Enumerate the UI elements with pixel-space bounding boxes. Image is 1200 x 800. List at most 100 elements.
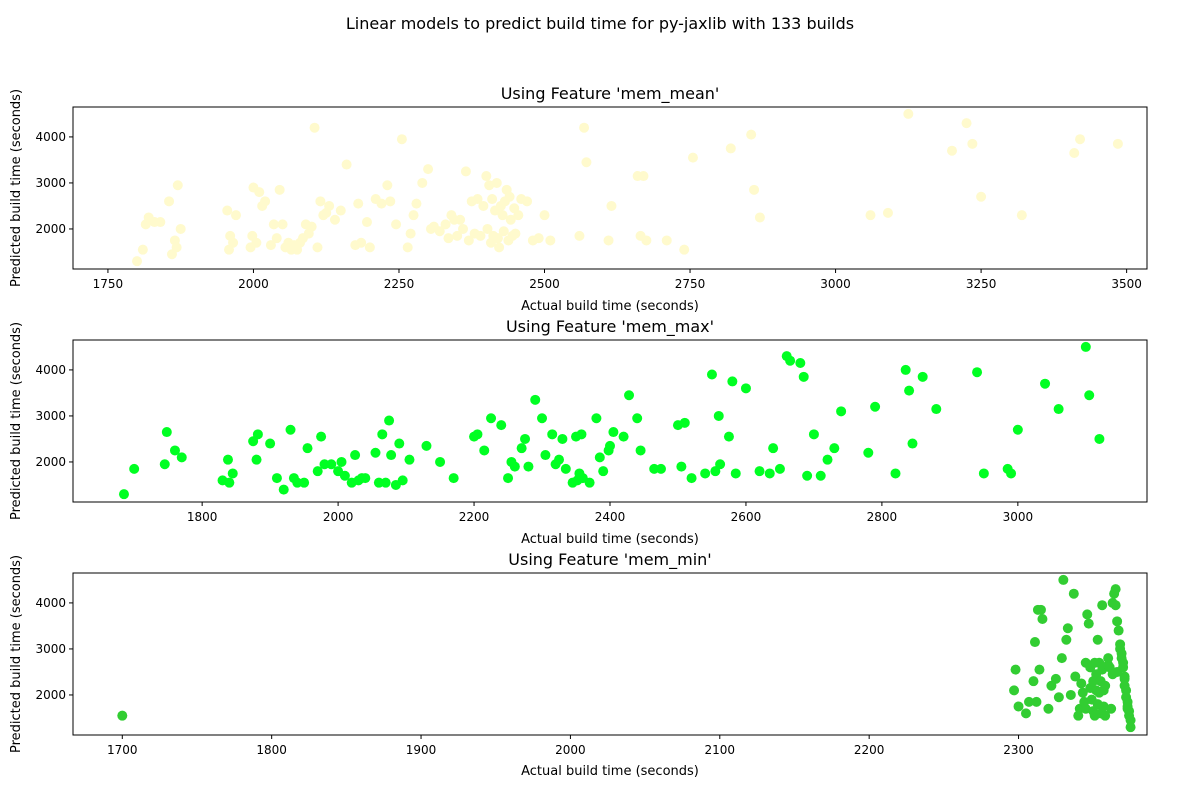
scatter-point: [1121, 685, 1132, 696]
scatter-point: [764, 468, 775, 479]
x-tick-label: 2500: [529, 277, 560, 291]
y-axis-label: Predicted build time (seconds): [9, 89, 24, 287]
scatter-point: [265, 438, 276, 449]
scatter-point: [554, 454, 565, 465]
scatter-point: [1077, 687, 1088, 698]
scatter-point: [1112, 666, 1123, 677]
scatter-point: [1125, 722, 1136, 733]
scatter-point: [1023, 696, 1034, 707]
scatter-point: [458, 223, 469, 234]
scatter-point: [931, 404, 942, 415]
scatter-point: [1083, 618, 1094, 629]
scatter-point: [618, 431, 629, 442]
panel-title: Using Feature 'mem_mean': [501, 84, 720, 104]
scatter-point: [513, 210, 524, 221]
scatter-point: [882, 207, 893, 218]
scatter-point: [222, 454, 233, 465]
points-layer: [117, 574, 1136, 733]
scatter-point: [1034, 664, 1045, 675]
scatter-point: [1122, 703, 1133, 714]
x-tick-label: 2600: [731, 510, 762, 524]
scatter-point: [865, 210, 876, 221]
y-axis-label: Predicted build time (seconds): [9, 555, 24, 753]
scatter-point: [1016, 210, 1027, 221]
x-tick-label: 2800: [867, 510, 898, 524]
x-tick-label: 3500: [1111, 277, 1142, 291]
scatter-point: [723, 431, 734, 442]
scatter-point: [1110, 584, 1121, 595]
scatter-point: [836, 406, 847, 417]
scatter-point: [484, 180, 495, 191]
scatter-point: [494, 242, 505, 253]
scatter-point: [545, 235, 556, 246]
scatter-point: [417, 177, 428, 188]
scatter-point: [496, 420, 507, 431]
scatter-point: [1040, 378, 1051, 389]
scatter-point: [380, 477, 391, 488]
scatter-point: [411, 198, 422, 209]
scatter-point: [472, 194, 483, 205]
scatter-point: [700, 468, 711, 479]
scatter-point: [479, 445, 490, 456]
scatter-point: [890, 468, 901, 479]
scatter-point: [260, 196, 271, 207]
scatter-point: [251, 237, 262, 248]
scatter-point: [336, 456, 347, 467]
scatter-point: [520, 433, 531, 444]
x-tick-label: 1750: [93, 277, 124, 291]
scatter-point: [377, 429, 388, 440]
scatter-point: [591, 413, 602, 424]
scatter-point: [118, 489, 129, 500]
scatter-point: [175, 223, 186, 234]
scatter-point: [1062, 623, 1073, 634]
scatter-point: [306, 221, 317, 232]
scatter-point: [641, 235, 652, 246]
x-tick-label: 2300: [1003, 743, 1034, 757]
scatter-point: [227, 468, 238, 479]
scatter-point: [277, 219, 288, 230]
scatter-point: [1112, 138, 1123, 149]
scatter-point: [356, 237, 367, 248]
scatter-point: [547, 429, 558, 440]
panel-mem-mean: Using Feature 'mem_mean' Actual build ti…: [9, 84, 1148, 314]
scatter-point: [497, 210, 508, 221]
scatter-point: [230, 210, 241, 221]
y-tick-label: 4000: [35, 363, 66, 377]
scatter-point: [579, 122, 590, 133]
y-tick-label: 4000: [35, 130, 66, 144]
scatter-point: [533, 233, 544, 244]
scatter-point: [687, 152, 698, 163]
scatter-point: [1050, 673, 1061, 684]
scatter-point: [863, 447, 874, 458]
scatter-point: [339, 470, 350, 481]
scatter-point: [335, 205, 346, 216]
scatter-point: [404, 454, 415, 465]
scatter-point: [384, 415, 395, 426]
x-tick-label: 1800: [187, 510, 218, 524]
scatter-point: [715, 459, 726, 470]
scatter-point: [386, 450, 397, 461]
scatter-point: [463, 235, 474, 246]
x-tick-label: 2250: [384, 277, 415, 291]
scatter-point: [1113, 625, 1124, 636]
scatter-point: [1112, 616, 1123, 627]
scatter-point: [329, 214, 340, 225]
scatter-point: [360, 473, 371, 484]
scatter-point: [808, 429, 819, 440]
scatter-point: [1080, 341, 1091, 352]
x-tick-label: 2000: [555, 743, 586, 757]
panel-title: Using Feature 'mem_max': [506, 317, 714, 337]
scatter-point: [754, 466, 765, 477]
scatter-point: [503, 473, 514, 484]
scatter-point: [725, 143, 736, 154]
y-tick-label: 2000: [35, 222, 66, 236]
scatter-point: [795, 358, 806, 369]
tick-layer: 1800 2000 2200 2400 2600 2800 3000 2000 3000 4000: [35, 363, 1033, 524]
scatter-point: [522, 196, 533, 207]
scatter-point: [505, 214, 516, 225]
scatter-point: [598, 466, 609, 477]
panel-mem-max: Using Feature 'mem_max' Actual build tim…: [9, 317, 1148, 547]
scatter-point: [408, 210, 419, 221]
scatter-point: [1010, 664, 1021, 675]
plot-frame: [72, 572, 1148, 736]
